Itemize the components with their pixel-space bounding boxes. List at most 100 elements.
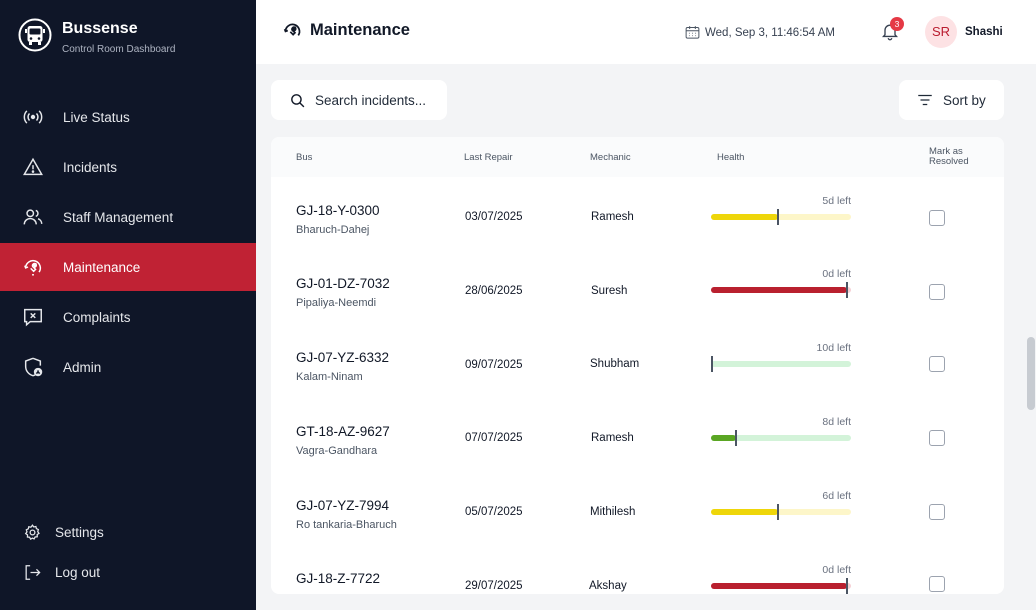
mark-resolved-checkbox[interactable] <box>929 356 945 372</box>
sidebar-item-label: Admin <box>63 359 102 375</box>
brand[interactable]: Bussense Control Room Dashboard <box>18 18 175 55</box>
last-repair-date: 07/07/2025 <box>465 432 523 444</box>
days-left-label: 10d left <box>816 342 851 354</box>
brand-subtitle: Control Room Dashboard <box>62 44 176 55</box>
logout-icon <box>25 564 41 580</box>
mechanic-name: Akshay <box>589 580 627 592</box>
health-meter: 6d left <box>711 490 851 520</box>
search-placeholder: Search incidents... <box>315 92 427 108</box>
days-left-label: 6d left <box>822 490 851 502</box>
sidebar-item-live-status[interactable]: Live Status <box>0 93 256 141</box>
column-header-health: Health <box>717 152 745 163</box>
table-header: Bus Last Repair Mechanic Health Mark as … <box>271 137 1004 177</box>
bus-route: Vagra-Gandhara <box>296 445 378 457</box>
sidebar-nav: Live Status Incidents Staff Management M… <box>0 93 256 393</box>
users-icon <box>23 209 43 225</box>
user-name[interactable]: Shashi <box>965 26 1003 38</box>
table-row: GJ-07-YZ-7994 Ro tankaria-Bharuch 05/07/… <box>271 473 1004 547</box>
sidebar-item-label: Complaints <box>63 309 131 325</box>
days-left-label: 0d left <box>822 564 851 576</box>
bus-id: GT-18-AZ-9627 <box>296 424 390 439</box>
health-fill <box>711 435 737 441</box>
last-repair-date: 09/07/2025 <box>465 359 523 371</box>
sidebar-item-complaints[interactable]: Complaints <box>0 293 256 341</box>
mechanic-name: Ramesh <box>591 211 634 223</box>
sidebar-item-admin[interactable]: Admin <box>0 343 256 391</box>
settings-label: Settings <box>55 524 104 540</box>
health-fill <box>711 583 847 589</box>
bus-id: GJ-07-YZ-6332 <box>296 350 390 365</box>
scrollbar-thumb[interactable] <box>1027 337 1035 410</box>
health-marker <box>735 430 738 446</box>
health-meter: 5d left <box>711 195 851 225</box>
sidebar-bottom-nav: Settings Log out <box>0 512 256 592</box>
complaint-icon <box>24 308 42 327</box>
calendar-icon <box>685 26 700 39</box>
logout-label: Log out <box>55 564 101 580</box>
sidebar-item-label: Live Status <box>63 109 130 125</box>
mark-resolved-checkbox[interactable] <box>929 504 945 520</box>
warning-icon <box>23 157 43 176</box>
sort-icon <box>918 94 932 106</box>
health-fill <box>711 287 847 293</box>
health-meter: 0d left <box>711 564 851 594</box>
days-left-label: 0d left <box>822 268 851 280</box>
sidebar-item-label: Incidents <box>63 159 118 175</box>
broadcast-icon <box>23 110 43 124</box>
datetime-text: Wed, Sep 3, 11:46:54 AM <box>705 26 835 39</box>
health-fill <box>711 509 779 515</box>
health-track <box>711 430 851 446</box>
datetime-display: Wed, Sep 3, 11:46:54 AM <box>684 24 835 41</box>
mark-resolved-checkbox[interactable] <box>929 284 945 300</box>
sidebar-item-label: Maintenance <box>63 259 141 275</box>
sidebar-item-settings[interactable]: Settings <box>0 512 256 552</box>
health-marker <box>845 282 848 298</box>
sidebar-item-maintenance[interactable]: Maintenance <box>0 243 256 291</box>
bus-logo-icon <box>18 18 52 52</box>
days-left-label: 5d left <box>822 195 851 207</box>
health-track <box>711 282 851 298</box>
maintenance-icon <box>24 259 42 276</box>
column-header-bus: Bus <box>296 152 313 163</box>
column-header-last-repair: Last Repair <box>464 152 513 163</box>
health-track <box>711 209 851 225</box>
health-track <box>711 356 851 372</box>
sidebar-item-staff-management[interactable]: Staff Management <box>0 193 256 241</box>
last-repair-date: 29/07/2025 <box>465 580 523 592</box>
sort-label: Sort by <box>943 92 986 108</box>
column-header-mark-resolved: Mark as Resolved <box>929 146 969 167</box>
health-marker <box>845 578 848 594</box>
health-meter: 8d left <box>711 416 851 446</box>
bus-id: GJ-18-Z-7722 <box>296 571 381 586</box>
column-header-mechanic: Mechanic <box>590 152 631 163</box>
sort-button[interactable]: Sort by <box>899 80 1004 120</box>
sidebar-item-incidents[interactable]: Incidents <box>0 143 256 191</box>
notifications-button[interactable]: 3 <box>880 17 904 43</box>
mark-resolved-checkbox[interactable] <box>929 430 945 446</box>
table-row: GJ-07-YZ-6332 Kalam-Ninam 09/07/2025 Shu… <box>271 325 1004 399</box>
health-meter: 0d left <box>711 268 851 298</box>
user-avatar[interactable]: SR <box>925 16 957 48</box>
bus-route: Bharuch-Dahej <box>296 224 370 236</box>
bus-route: Ro tankaria-Bharuch <box>296 519 397 531</box>
mark-resolved-checkbox[interactable] <box>929 210 945 226</box>
search-input[interactable]: Search incidents... <box>271 80 447 120</box>
last-repair-date: 03/07/2025 <box>465 211 523 223</box>
bus-id: GJ-07-YZ-7994 <box>296 498 390 513</box>
sidebar-item-logout[interactable]: Log out <box>0 552 256 592</box>
health-track <box>711 578 851 594</box>
health-fill <box>711 214 779 220</box>
notification-count-badge: 3 <box>890 17 904 31</box>
search-icon <box>291 93 305 107</box>
table-row: GJ-18-Y-0300 Bharuch-Dahej 03/07/2025 Ra… <box>271 177 1004 251</box>
mark-resolved-checkbox[interactable] <box>929 576 945 592</box>
table-row: GJ-18-Z-7722 29/07/2025 Akshay 0d left <box>271 547 1004 594</box>
top-header: Maintenance Wed, Sep 3, 11:46:54 AM 3 SR… <box>256 0 1036 64</box>
table-row: GJ-01-DZ-7032 Pipaliya-Neemdi 28/06/2025… <box>271 251 1004 325</box>
health-marker <box>711 356 713 372</box>
health-marker <box>777 209 780 225</box>
mechanic-name: Mithilesh <box>590 506 636 518</box>
health-track <box>711 504 851 520</box>
sidebar: Bussense Control Room Dashboard Live Sta… <box>0 0 256 610</box>
maintenance-table: Bus Last Repair Mechanic Health Mark as … <box>271 137 1004 594</box>
